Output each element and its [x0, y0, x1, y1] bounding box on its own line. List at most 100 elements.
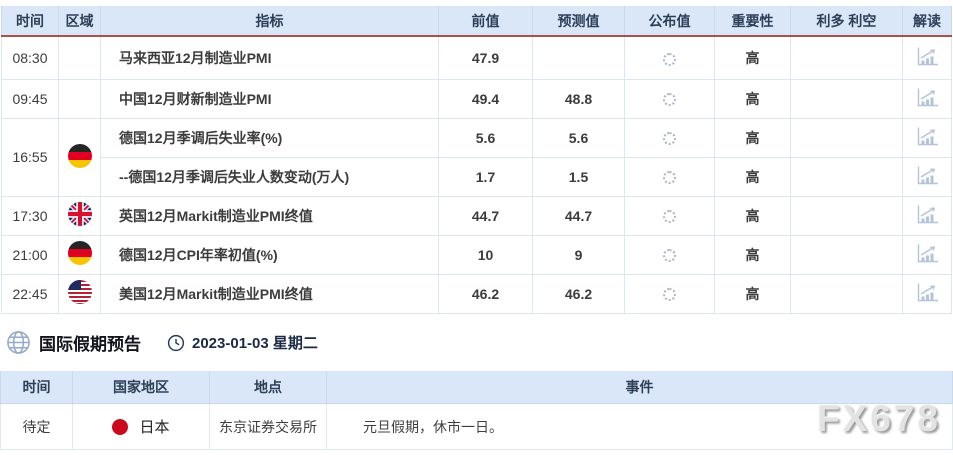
indicator-cell: 马来西亚12月制造业PMI — [100, 35, 439, 80]
loading-spinner-icon — [663, 288, 676, 302]
previous-cell: 1.7 — [438, 156, 533, 197]
bias-cell — [790, 195, 903, 236]
usa-flag-icon — [67, 279, 93, 308]
forecast-cell: 9 — [532, 234, 625, 275]
chart-interpretation-icon[interactable] — [915, 243, 939, 264]
importance-cell: 高 — [714, 234, 791, 275]
uk-flag-icon — [67, 201, 93, 230]
interpretation-cell — [902, 156, 952, 197]
published-cell — [624, 35, 715, 80]
loading-spinner-icon — [663, 52, 676, 66]
importance-cell: 高 — [714, 117, 791, 158]
indicator-cell: 德国12月CPI年率初值(%) — [100, 234, 439, 275]
region-cell — [58, 35, 101, 80]
col-header-country: 国家地区 — [72, 370, 210, 404]
published-cell — [624, 273, 715, 314]
interpretation-cell — [902, 117, 952, 158]
time-cell: 17:30 — [1, 195, 59, 236]
calendar-row: 21:00 德国12月CPI年率初值(%) 10 9 高 — [1, 234, 952, 275]
time-cell: 16:55 — [1, 117, 59, 197]
col-header-location: 地点 — [209, 370, 327, 404]
bias-cell — [790, 156, 903, 197]
economic-calendar-table: 时间 区域 指标 前值 预测值 公布值 重要性 利多 利空 解读 08:30 马… — [1, 6, 952, 314]
chart-interpretation-icon[interactable] — [915, 204, 939, 225]
loading-spinner-icon — [663, 171, 676, 185]
calendar-row: 17:30 英国12月Markit制造业PMI终值 44.7 44.7 高 — [1, 195, 952, 236]
holiday-table: 时间 国家地区 地点 事件 待定 日本 东京证券交易所 元旦假期，休市一日。 — [0, 370, 953, 450]
holiday-date: 2023-01-03 星期二 — [192, 335, 318, 352]
published-cell — [624, 117, 715, 158]
japan-flag-icon — [112, 418, 129, 435]
calendar-row: --德国12月季调后失业人数变动(万人) 1.7 1.5 高 — [2, 156, 952, 197]
indicator-cell: --德国12月季调后失业人数变动(万人) — [100, 156, 439, 197]
interpretation-cell — [902, 273, 952, 314]
col-header-importance: 重要性 — [714, 6, 791, 37]
indicator-cell: 中国12月财新制造业PMI — [100, 78, 439, 119]
loading-spinner-icon — [663, 132, 676, 146]
loading-spinner-icon — [663, 249, 676, 263]
importance-cell: 高 — [714, 156, 791, 197]
chart-interpretation-icon[interactable] — [915, 282, 939, 303]
time-cell: 09:45 — [1, 78, 59, 119]
forecast-cell: 44.7 — [532, 195, 625, 236]
col-header-time: 时间 — [0, 370, 73, 404]
calendar-row: 09:45 中国12月财新制造业PMI 49.4 48.8 高 — [1, 78, 952, 119]
germany-flag-icon — [67, 143, 93, 172]
importance-cell: 高 — [714, 35, 791, 80]
holiday-section-title: 国际假期预告 — [39, 335, 141, 354]
country-cell: 日本 — [72, 403, 210, 450]
clock-icon — [167, 334, 185, 352]
region-cell — [58, 117, 101, 197]
location-cell: 东京证券交易所 — [209, 403, 327, 450]
time-cell: 待定 — [0, 403, 73, 450]
importance-cell: 高 — [714, 273, 791, 314]
globe-icon — [6, 330, 31, 355]
previous-cell: 46.2 — [438, 273, 533, 314]
interpretation-cell — [902, 195, 952, 236]
indicator-cell: 德国12月季调后失业率(%) — [100, 117, 439, 158]
forecast-cell: 48.8 — [532, 78, 625, 119]
region-cell — [58, 78, 101, 119]
event-cell: 元旦假期，休市一日。 — [326, 403, 953, 450]
indicator-cell: 美国12月Markit制造业PMI终值 — [100, 273, 439, 314]
importance-cell: 高 — [714, 78, 791, 119]
loading-spinner-icon — [663, 210, 676, 224]
col-header-forecast: 预测值 — [532, 6, 625, 37]
forecast-cell: 1.5 — [532, 156, 625, 197]
calendar-row: 16:55 德国12月季调后失业率(%) 5.6 5.6 高 — [1, 117, 952, 197]
previous-cell: 44.7 — [438, 195, 533, 236]
col-header-interpretation: 解读 — [902, 6, 952, 37]
interpretation-cell — [902, 78, 952, 119]
bias-cell — [790, 273, 903, 314]
importance-cell: 高 — [714, 195, 791, 236]
col-header-previous: 前值 — [438, 6, 533, 37]
region-cell — [58, 234, 101, 275]
previous-cell: 47.9 — [438, 35, 533, 80]
col-header-time: 时间 — [1, 6, 59, 37]
published-cell — [624, 156, 715, 197]
chart-interpretation-icon[interactable] — [915, 46, 939, 67]
indicator-cell: 英国12月Markit制造业PMI终值 — [100, 195, 439, 236]
forecast-cell: 5.6 — [532, 117, 625, 158]
holiday-header-row: 时间 国家地区 地点 事件 — [0, 370, 953, 404]
col-header-event: 事件 — [326, 370, 953, 404]
loading-spinner-icon — [663, 93, 676, 107]
published-cell — [624, 195, 715, 236]
previous-cell: 10 — [438, 234, 533, 275]
calendar-row: 22:45 美国12月Markit制造业PMI终值 46.2 46.2 高 — [1, 273, 952, 314]
time-cell: 08:30 — [1, 35, 59, 80]
bias-cell — [790, 234, 903, 275]
published-cell — [624, 78, 715, 119]
forecast-cell: 46.2 — [532, 273, 625, 314]
forecast-cell — [532, 35, 625, 80]
bias-cell — [790, 35, 903, 80]
time-cell: 22:45 — [1, 273, 59, 314]
chart-interpretation-icon[interactable] — [915, 165, 939, 186]
time-cell: 21:00 — [1, 234, 59, 275]
chart-interpretation-icon[interactable] — [915, 87, 939, 108]
chart-interpretation-icon[interactable] — [915, 126, 939, 147]
col-header-region: 区域 — [58, 6, 101, 37]
germany-flag-icon — [67, 240, 93, 269]
bias-cell — [790, 78, 903, 119]
col-header-bias: 利多 利空 — [790, 6, 903, 37]
